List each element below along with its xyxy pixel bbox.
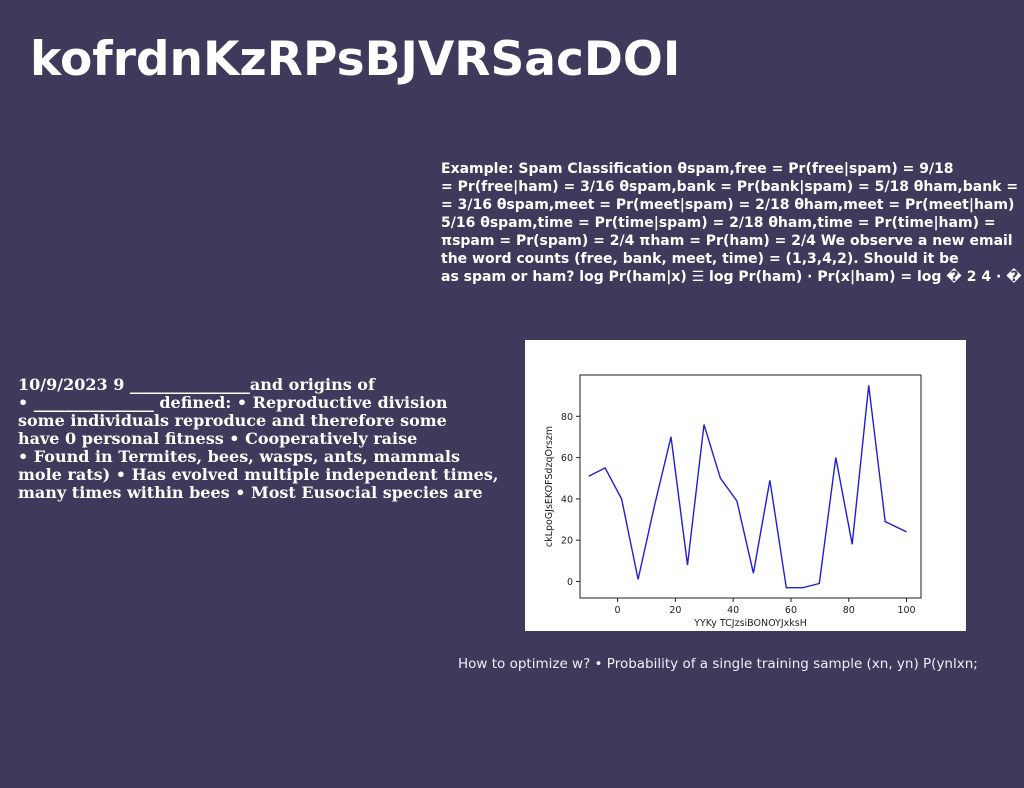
biology-text-line: mole rats) • Has evolved multiple indepe… [18, 465, 499, 484]
x-tick-label: 40 [727, 605, 739, 616]
line-chart-panel: 0 20 40 60 80 100 0 20 40 60 80 YYKy TCJzsiBONOYJxk… [525, 340, 966, 631]
biology-text-line: some individuals reproduce and therefore… [18, 411, 447, 430]
biology-text-line: have 0 personal fitness • Cooperatively … [18, 429, 418, 448]
biology-text-line: 10/9/2023 9 _______________and origins o… [18, 375, 375, 394]
spam-text-line: as spam or ham? log Pr(ham|x) ☰ log Pr(h… [441, 269, 1022, 285]
spam-text-line: = Pr(free|ham) = 3/16 θspam,bank = Pr(ba… [441, 179, 1019, 195]
biology-text-line: • Found in Termites, bees, wasps, ants, … [18, 447, 460, 466]
caption-text: How to optimize w? • Probability of a si… [458, 656, 978, 672]
biology-text-line: many times within bees • Most Eusocial s… [18, 483, 483, 502]
line-chart: 0 20 40 60 80 100 0 20 40 60 80 YYKy TCJzsiBONOYJxk… [544, 374, 922, 629]
biology-text-line: • _______________ defined: • Reproductiv… [18, 393, 448, 412]
x-tick-label: 60 [785, 605, 797, 616]
y-tick-label: 60 [561, 453, 573, 464]
page-title: kofrdnKzRPsBJVRSacDOI [30, 32, 681, 87]
series-line [588, 385, 907, 589]
y-tick-label: 0 [567, 577, 573, 588]
spam-text-line: πspam = Pr(spam) = 2/4 πham = Pr(ham) = … [441, 233, 1013, 249]
y-tick-label: 80 [561, 412, 573, 423]
biology-notes-text: 10/9/2023 9 _______________and origins o… [18, 376, 518, 502]
x-tick-label: 0 [615, 605, 621, 616]
spam-text-line: 5/16 θspam,time = Pr(time|spam) = 2/18 θ… [441, 215, 996, 231]
x-axis-label: YYKy TCJzsiBONOYJxksH [693, 618, 807, 629]
plot-frame [579, 374, 922, 599]
x-tick-label: 80 [843, 605, 855, 616]
x-tick-label: 100 [897, 605, 915, 616]
spam-text-line: Example: Spam Classification θspam,free … [441, 161, 954, 177]
y-tick-label: 40 [561, 494, 573, 505]
y-axis-label: ckLpoGJsEKOFSdzqOrszm [544, 426, 555, 547]
spam-text-line: = 3/16 θspam,meet = Pr(meet|spam) = 2/18… [441, 197, 1015, 213]
x-tick-label: 20 [669, 605, 681, 616]
spam-classification-text: Example: Spam Classification θspam,free … [441, 160, 1024, 286]
spam-text-line: the word counts (free, bank, meet, time)… [441, 251, 959, 267]
y-tick-label: 20 [561, 536, 573, 547]
